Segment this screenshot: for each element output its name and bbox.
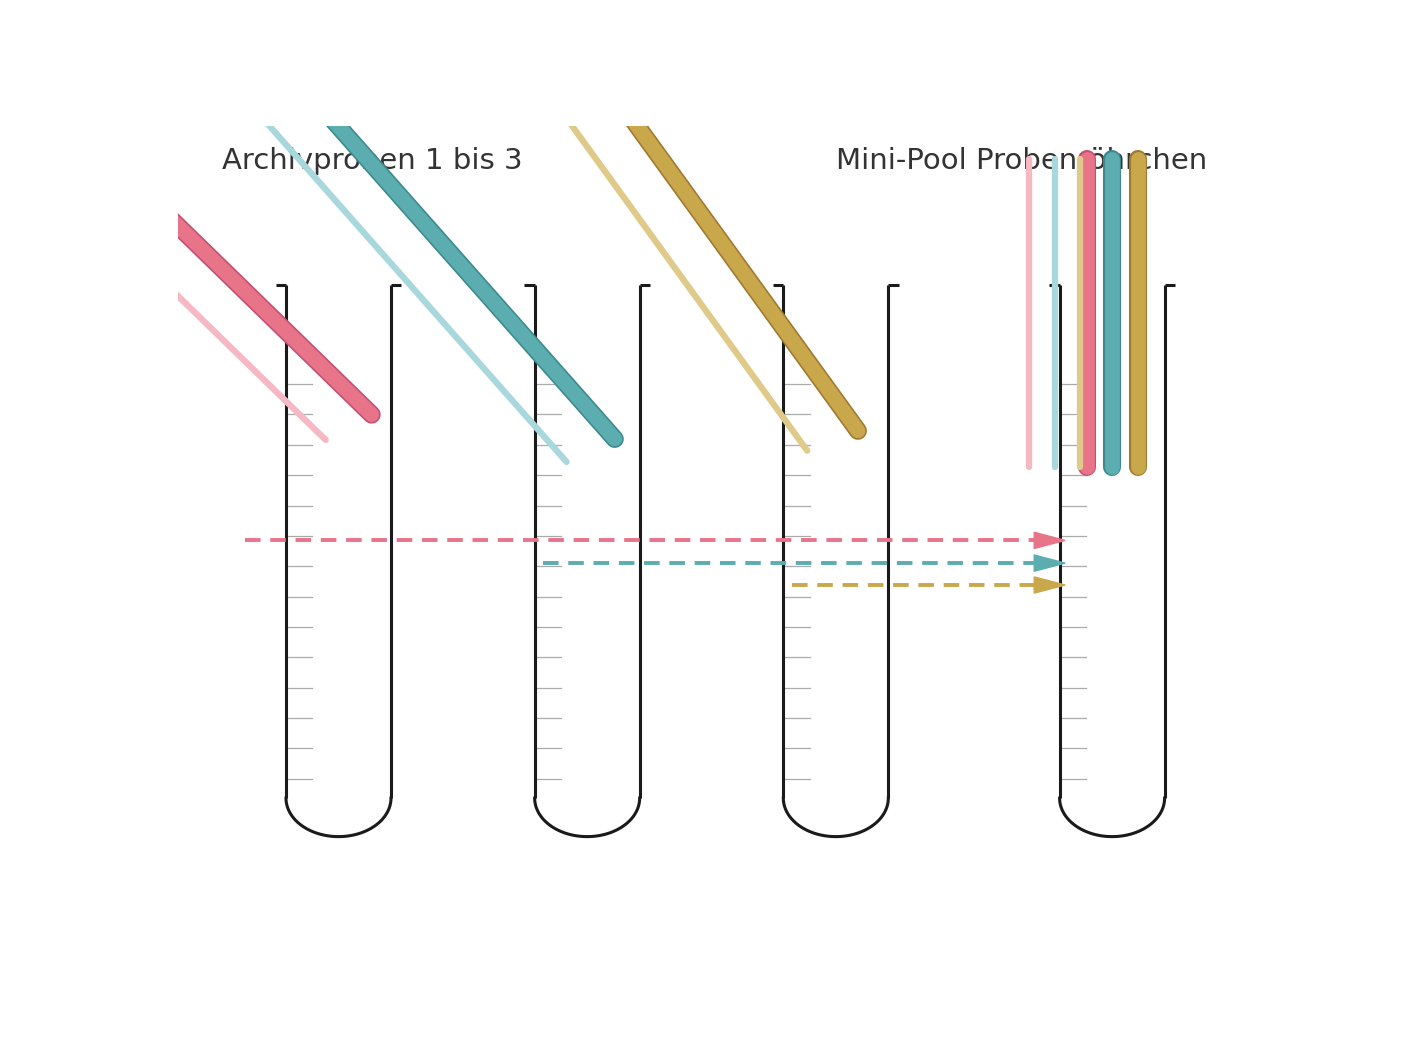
Polygon shape xyxy=(1034,532,1065,548)
Polygon shape xyxy=(1034,555,1065,571)
Text: Archivproben 1 bis 3: Archivproben 1 bis 3 xyxy=(222,147,523,175)
Polygon shape xyxy=(1034,577,1065,593)
Text: Mini-Pool Probenröhrchen: Mini-Pool Probenröhrchen xyxy=(836,147,1206,175)
